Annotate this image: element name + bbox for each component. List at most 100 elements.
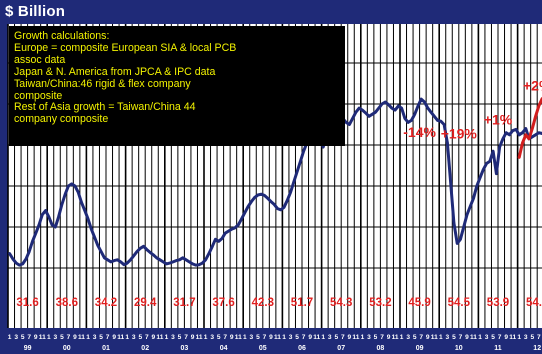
month-tick-label: 9: [191, 334, 195, 341]
year-tick-label: 05: [259, 345, 267, 352]
note-line: Growth calculations:: [14, 30, 110, 42]
year-tick-label: 07: [337, 345, 345, 352]
month-tick-label: 1: [361, 334, 365, 341]
unit-title: $ Billion: [5, 3, 66, 20]
year-tick-label: 08: [377, 345, 385, 352]
month-tick-label: 3: [14, 334, 18, 341]
year-tick-label: 11: [494, 345, 502, 352]
note-line: Rest of Asia growth = Taiwan/China 44: [14, 101, 196, 114]
note-line: company composite: [14, 113, 109, 126]
month-tick-label: 5: [374, 334, 378, 341]
month-tick-label: 9: [73, 334, 77, 341]
annual-total-label: 54.3: [330, 297, 352, 309]
month-tick-label: 9: [504, 334, 508, 341]
note-line: Japan & N. America from JPCA & IPC data: [14, 65, 216, 78]
month-tick-label: 3: [54, 334, 58, 341]
month-tick-label: 7: [419, 334, 423, 341]
month-tick-label: 1: [400, 334, 404, 341]
note-line: assoc data: [14, 53, 66, 66]
annual-total-label: 45.9: [408, 297, 430, 309]
annual-total-label: 31.6: [16, 297, 38, 309]
growth-annotation: -14%: [403, 124, 436, 140]
note-line: Taiwan/China:46 rigid & flex company: [14, 77, 191, 90]
month-tick-label: 5: [491, 334, 495, 341]
month-tick-label: 5: [452, 334, 456, 341]
methodology-note: Growth calculations: Europe = composite …: [9, 26, 345, 146]
month-tick-label: 1: [517, 334, 521, 341]
month-tick-label: 3: [250, 334, 254, 341]
annual-total-label: 37.6: [212, 297, 234, 309]
annual-total-label: 34.2: [95, 297, 117, 309]
month-tick-label: 7: [341, 334, 345, 341]
month-tick-label: 11: [392, 334, 399, 341]
month-tick-label: 5: [256, 334, 260, 341]
month-tick-label: 9: [348, 334, 352, 341]
series-line-actual: [8, 97, 542, 267]
year-tick-label: 06: [298, 345, 306, 352]
month-tick-label: 7: [223, 334, 227, 341]
month-tick-label: 11: [196, 334, 203, 341]
month-tick-label: 1: [125, 334, 129, 341]
month-tick-label: 1: [321, 334, 325, 341]
year-tick-label: 03: [181, 345, 189, 352]
year-tick-label: 01: [102, 345, 110, 352]
annual-total-label: 54.8: [526, 297, 542, 309]
month-tick-label: 3: [446, 334, 450, 341]
month-tick-label: 1: [282, 334, 286, 341]
month-tick-label: 5: [334, 334, 338, 341]
month-tick-label: 9: [112, 334, 116, 341]
month-tick-label: 9: [387, 334, 391, 341]
month-tick-label: 5: [413, 334, 417, 341]
month-tick-label: 1: [8, 334, 12, 341]
month-tick-label: 3: [328, 334, 332, 341]
month-tick-label: 1: [86, 334, 90, 341]
year-tick-label: 04: [220, 345, 228, 352]
month-tick-label: 11: [509, 334, 516, 341]
month-tick-label: 11: [313, 334, 320, 341]
year-tick-label: 02: [141, 345, 149, 352]
month-tick-label: 3: [289, 334, 293, 341]
annual-total-label: 38.6: [56, 297, 78, 309]
month-tick-label: 11: [39, 334, 46, 341]
annual-total-label: 53.2: [369, 297, 391, 309]
month-tick-label: 9: [465, 334, 469, 341]
month-tick-label: 5: [60, 334, 64, 341]
month-tick-label: 3: [171, 334, 175, 341]
note-line: composite: [14, 89, 63, 102]
year-tick-label: 10: [455, 345, 463, 352]
month-tick-label: 3: [367, 334, 371, 341]
month-tick-label: 1: [478, 334, 482, 341]
month-tick-label: 7: [459, 334, 463, 341]
annual-total-label: 54.5: [448, 297, 471, 309]
month-tick-label: 5: [138, 334, 142, 341]
month-tick-label: 9: [269, 334, 273, 341]
growth-annotation: +19%: [441, 126, 478, 142]
month-tick-label: 3: [406, 334, 410, 341]
month-tick-label: 3: [485, 334, 489, 341]
month-tick-label: 3: [524, 334, 528, 341]
month-tick-label: 11: [352, 334, 359, 341]
month-tick-label: 11: [78, 334, 85, 341]
month-tick-label: 7: [302, 334, 306, 341]
growth-annotation: +2%: [523, 78, 542, 94]
month-tick-label: 7: [184, 334, 188, 341]
month-tick-label: 11: [235, 334, 242, 341]
month-tick-label: 1: [165, 334, 169, 341]
month-tick-label: 11: [117, 334, 124, 341]
month-tick-label: 9: [308, 334, 312, 341]
growth-annotation: +1%: [484, 112, 513, 128]
month-tick-label: 7: [263, 334, 267, 341]
month-tick-label: 5: [21, 334, 25, 341]
month-tick-label: 9: [152, 334, 156, 341]
year-tick-label: 09: [416, 345, 424, 352]
month-tick-label: 9: [34, 334, 38, 341]
month-tick-label: 1: [204, 334, 208, 341]
month-tick-label: 5: [217, 334, 221, 341]
year-tick-label: 12: [533, 345, 541, 352]
month-tick-label: 11: [431, 334, 438, 341]
month-tick-label: 1: [243, 334, 247, 341]
month-tick-label: 11: [156, 334, 163, 341]
month-tick-label: 11: [470, 334, 477, 341]
annual-total-label: 29.4: [134, 297, 157, 309]
